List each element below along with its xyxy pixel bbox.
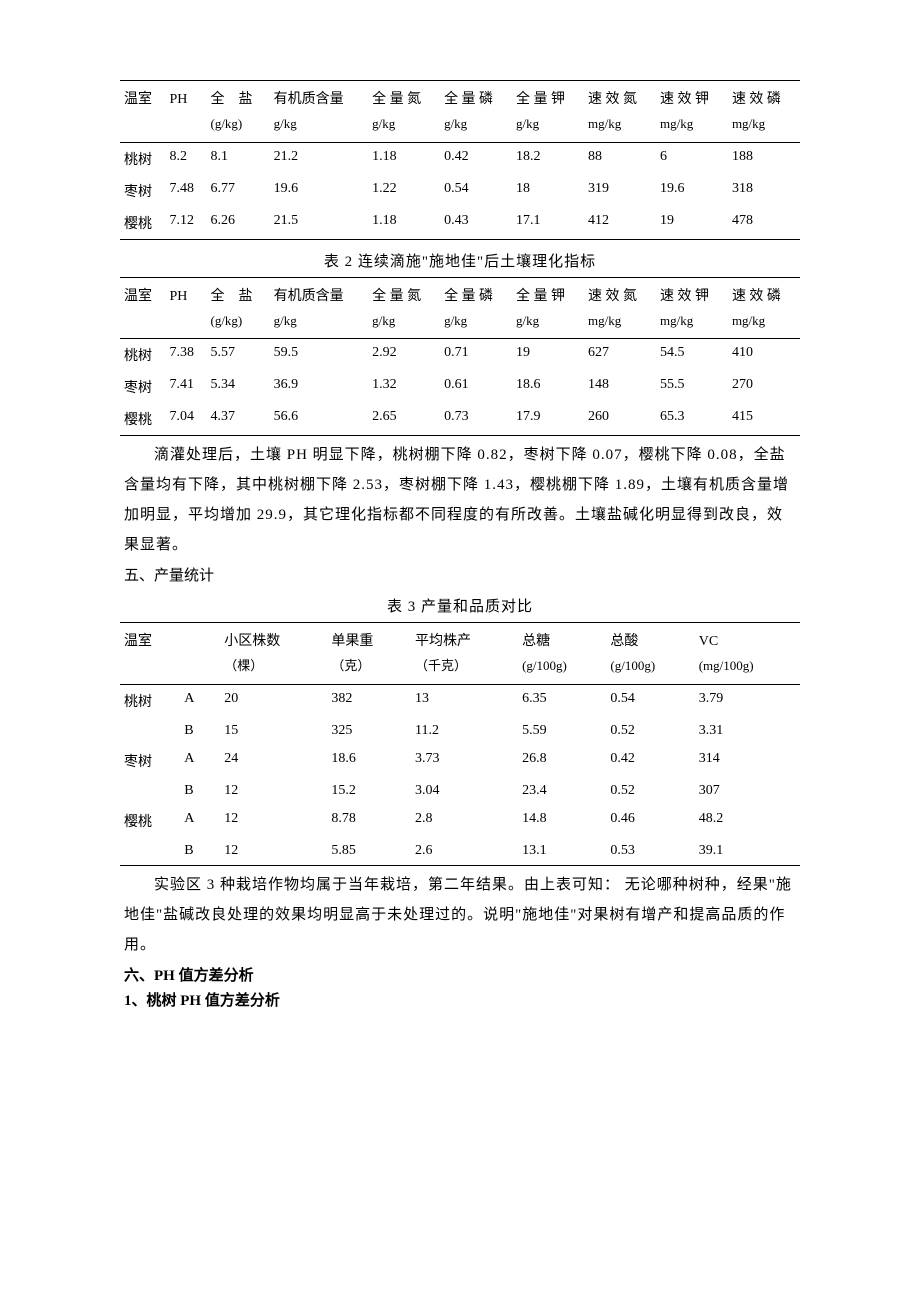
- col-header: 全 盐(g/kg): [206, 81, 269, 143]
- col-header: 总酸(g/100g): [606, 623, 694, 685]
- table-row: 樱桃7.044.3756.62.650.7317.926065.3415: [120, 403, 800, 436]
- col-header: 全 量 氮g/kg: [368, 81, 440, 143]
- col-header: 平均株产（千克）: [411, 623, 518, 685]
- analysis-paragraph-2: 实验区 3 种栽培作物均属于当年栽培，第二年结果。由上表可知： 无论哪种树种，经…: [120, 870, 800, 960]
- table2-caption: 表 2 连续滴施"施地佳"后土壤理化指标: [120, 244, 800, 277]
- col-header: 全 量 氮g/kg: [368, 277, 440, 339]
- col-header: 单果重（克）: [327, 623, 411, 685]
- col-header: 速 效 磷mg/kg: [728, 277, 800, 339]
- soil-table-after: 温室 PH 全 盐(g/kg) 有机质含量g/kg 全 量 氮g/kg 全 量 …: [120, 277, 800, 437]
- col-header: 小区株数（棵）: [220, 623, 327, 685]
- table-row: 枣树A2418.63.7326.80.42314: [120, 745, 800, 777]
- col-header: 速 效 氮mg/kg: [584, 277, 656, 339]
- col-header: 全 量 磷g/kg: [440, 277, 512, 339]
- col-header: 速 效 钾mg/kg: [656, 277, 728, 339]
- table3-caption: 表 3 产量和品质对比: [120, 589, 800, 622]
- table-row: 樱桃A128.782.814.80.4648.2: [120, 805, 800, 837]
- col-header: [180, 623, 220, 685]
- col-header: 有机质含量g/kg: [270, 277, 368, 339]
- col-header: 全 盐(g/kg): [206, 277, 269, 339]
- col-header: 速 效 钾mg/kg: [656, 81, 728, 143]
- table-row: 枣树7.486.7719.61.220.541831919.6318: [120, 175, 800, 207]
- table-row: 枣树7.415.3436.91.320.6118.614855.5270: [120, 371, 800, 403]
- section-6-sub1: 1、桃树 PH 值方差分析: [120, 989, 800, 1010]
- col-header: 速 效 磷mg/kg: [728, 81, 800, 143]
- col-header: 温室: [120, 623, 180, 685]
- col-header: 速 效 氮mg/kg: [584, 81, 656, 143]
- yield-quality-table: 温室 小区株数（棵） 单果重（克） 平均株产（千克） 总糖(g/100g) 总酸…: [120, 622, 800, 866]
- col-header: PH: [165, 277, 206, 339]
- section-6-title: 六、PH 值方差分析: [120, 964, 800, 985]
- table-row: 桃树A20382136.350.543.79: [120, 684, 800, 717]
- col-header: 总糖(g/100g): [518, 623, 606, 685]
- col-header: 全 量 钾g/kg: [512, 81, 584, 143]
- table-row: 桃树8.28.121.21.180.4218.2886188: [120, 142, 800, 175]
- analysis-paragraph-1: 滴灌处理后，土壤 PH 明显下降，桃树棚下降 0.82，枣树下降 0.07，樱桃…: [120, 440, 800, 560]
- col-header: 温室: [120, 81, 165, 143]
- table-row: B1532511.25.590.523.31: [120, 717, 800, 745]
- table-row: B1215.23.0423.40.52307: [120, 777, 800, 805]
- col-header: 温室: [120, 277, 165, 339]
- table-row: 樱桃7.126.2621.51.180.4317.141219478: [120, 207, 800, 240]
- table-row: B125.852.613.10.5339.1: [120, 837, 800, 866]
- col-header: VC(mg/100g): [695, 623, 800, 685]
- section-5-title: 五、产量统计: [120, 564, 800, 585]
- col-header: 全 量 钾g/kg: [512, 277, 584, 339]
- col-header: 有机质含量g/kg: [270, 81, 368, 143]
- col-header: PH: [165, 81, 206, 143]
- soil-table-before: 温室 PH 全 盐(g/kg) 有机质含量g/kg 全 量 氮g/kg 全 量 …: [120, 80, 800, 240]
- table-row: 桃树7.385.5759.52.920.711962754.5410: [120, 339, 800, 372]
- col-header: 全 量 磷g/kg: [440, 81, 512, 143]
